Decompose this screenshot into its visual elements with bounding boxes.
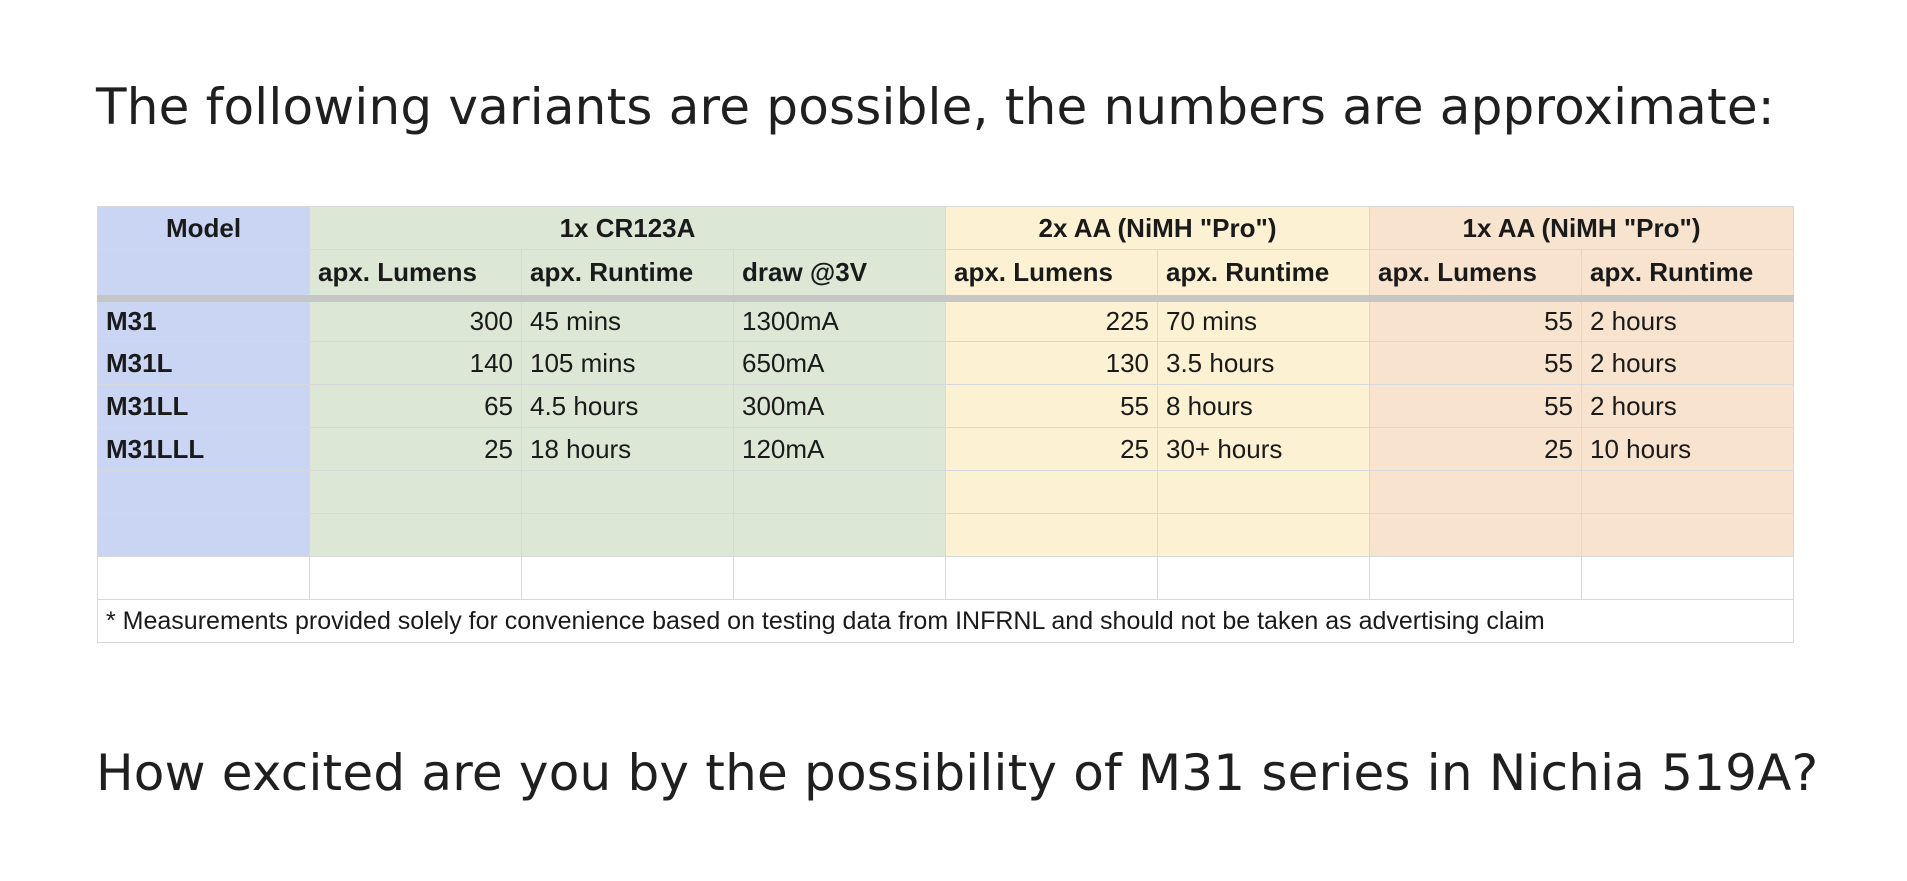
cell-cr-runtime: 18 hours xyxy=(521,427,734,471)
empty-cell xyxy=(97,556,310,600)
cell-cr-runtime: 105 mins xyxy=(521,341,734,385)
empty-cell xyxy=(309,513,522,557)
empty-cell xyxy=(1581,513,1794,557)
cell-cr-draw: 650mA xyxy=(733,341,946,385)
empty-cell xyxy=(521,513,734,557)
empty-cell xyxy=(1157,556,1370,600)
empty-cell xyxy=(521,556,734,600)
empty-cell xyxy=(1369,513,1582,557)
cell-aa1-lumens: 55 xyxy=(1369,298,1582,342)
cell-aa2-runtime: 30+ hours xyxy=(1157,427,1370,471)
cell-cr-runtime: 4.5 hours xyxy=(521,384,734,428)
empty-cell xyxy=(945,513,1158,557)
empty-cell xyxy=(1369,470,1582,514)
subheader-aa1-runtime: apx. Runtime xyxy=(1581,249,1794,302)
header-group-1aa: 1x AA (NiMH "Pro") xyxy=(1369,206,1794,250)
cell-aa1-runtime: 10 hours xyxy=(1581,427,1794,471)
subheader-cr-lumens: apx. Lumens xyxy=(309,249,522,302)
variants-table: Model 1x CR123A 2x AA (NiMH "Pro") 1x AA… xyxy=(97,206,1794,643)
cell-cr-lumens: 25 xyxy=(309,427,522,471)
header-group-2aa: 2x AA (NiMH "Pro") xyxy=(945,206,1370,250)
cell-aa2-runtime: 70 mins xyxy=(1157,298,1370,342)
subheader-aa2-runtime: apx. Runtime xyxy=(1157,249,1370,302)
cell-aa2-lumens: 225 xyxy=(945,298,1158,342)
table-row: M31 300 45 mins 1300mA 225 70 mins 55 2 … xyxy=(97,298,1794,342)
cell-cr-runtime: 45 mins xyxy=(521,298,734,342)
subheader-aa1-lumens: apx. Lumens xyxy=(1369,249,1582,302)
cell-aa1-lumens: 25 xyxy=(1369,427,1582,471)
cell-model: M31LL xyxy=(97,384,310,428)
empty-cell xyxy=(309,470,522,514)
table-row-blank xyxy=(97,556,1794,600)
footnote: * Measurements provided solely for conve… xyxy=(97,599,1794,643)
empty-cell xyxy=(1157,513,1370,557)
empty-cell xyxy=(1157,470,1370,514)
table-subheader-row: apx. Lumens apx. Runtime draw @3V apx. L… xyxy=(97,249,1794,302)
cell-aa2-lumens: 130 xyxy=(945,341,1158,385)
empty-cell xyxy=(733,513,946,557)
empty-cell xyxy=(945,556,1158,600)
table-row-empty xyxy=(97,470,1794,514)
header-group-cr123a: 1x CR123A xyxy=(309,206,946,250)
cell-cr-draw: 1300mA xyxy=(733,298,946,342)
header-model: Model xyxy=(97,206,310,250)
cell-cr-draw: 300mA xyxy=(733,384,946,428)
table-footnote-row: * Measurements provided solely for conve… xyxy=(97,599,1794,643)
empty-cell xyxy=(1581,556,1794,600)
subheader-model-empty xyxy=(97,249,310,302)
cell-aa2-lumens: 25 xyxy=(945,427,1158,471)
table-row: M31LLL 25 18 hours 120mA 25 30+ hours 25… xyxy=(97,427,1794,471)
empty-cell xyxy=(733,556,946,600)
empty-cell xyxy=(97,513,310,557)
cell-aa2-runtime: 3.5 hours xyxy=(1157,341,1370,385)
table-header-row: Model 1x CR123A 2x AA (NiMH "Pro") 1x AA… xyxy=(97,206,1794,250)
question-paragraph: How excited are you by the possibility o… xyxy=(96,744,1819,802)
cell-cr-lumens: 65 xyxy=(309,384,522,428)
cell-aa1-runtime: 2 hours xyxy=(1581,341,1794,385)
cell-aa1-runtime: 2 hours xyxy=(1581,384,1794,428)
table-row-empty xyxy=(97,513,1794,557)
cell-aa2-runtime: 8 hours xyxy=(1157,384,1370,428)
cell-aa1-runtime: 2 hours xyxy=(1581,298,1794,342)
table-row: M31L 140 105 mins 650mA 130 3.5 hours 55… xyxy=(97,341,1794,385)
subheader-cr-runtime: apx. Runtime xyxy=(521,249,734,302)
intro-paragraph: The following variants are possible, the… xyxy=(96,78,1775,136)
cell-aa1-lumens: 55 xyxy=(1369,384,1582,428)
table-row: M31LL 65 4.5 hours 300mA 55 8 hours 55 2… xyxy=(97,384,1794,428)
cell-cr-lumens: 140 xyxy=(309,341,522,385)
empty-cell xyxy=(733,470,946,514)
empty-cell xyxy=(1369,556,1582,600)
empty-cell xyxy=(945,470,1158,514)
cell-model: M31L xyxy=(97,341,310,385)
empty-cell xyxy=(1581,470,1794,514)
cell-cr-draw: 120mA xyxy=(733,427,946,471)
cell-model: M31 xyxy=(97,298,310,342)
cell-aa1-lumens: 55 xyxy=(1369,341,1582,385)
cell-model: M31LLL xyxy=(97,427,310,471)
subheader-aa2-lumens: apx. Lumens xyxy=(945,249,1158,302)
subheader-cr-draw: draw @3V xyxy=(733,249,946,302)
empty-cell xyxy=(309,556,522,600)
empty-cell xyxy=(521,470,734,514)
empty-cell xyxy=(97,470,310,514)
cell-cr-lumens: 300 xyxy=(309,298,522,342)
cell-aa2-lumens: 55 xyxy=(945,384,1158,428)
